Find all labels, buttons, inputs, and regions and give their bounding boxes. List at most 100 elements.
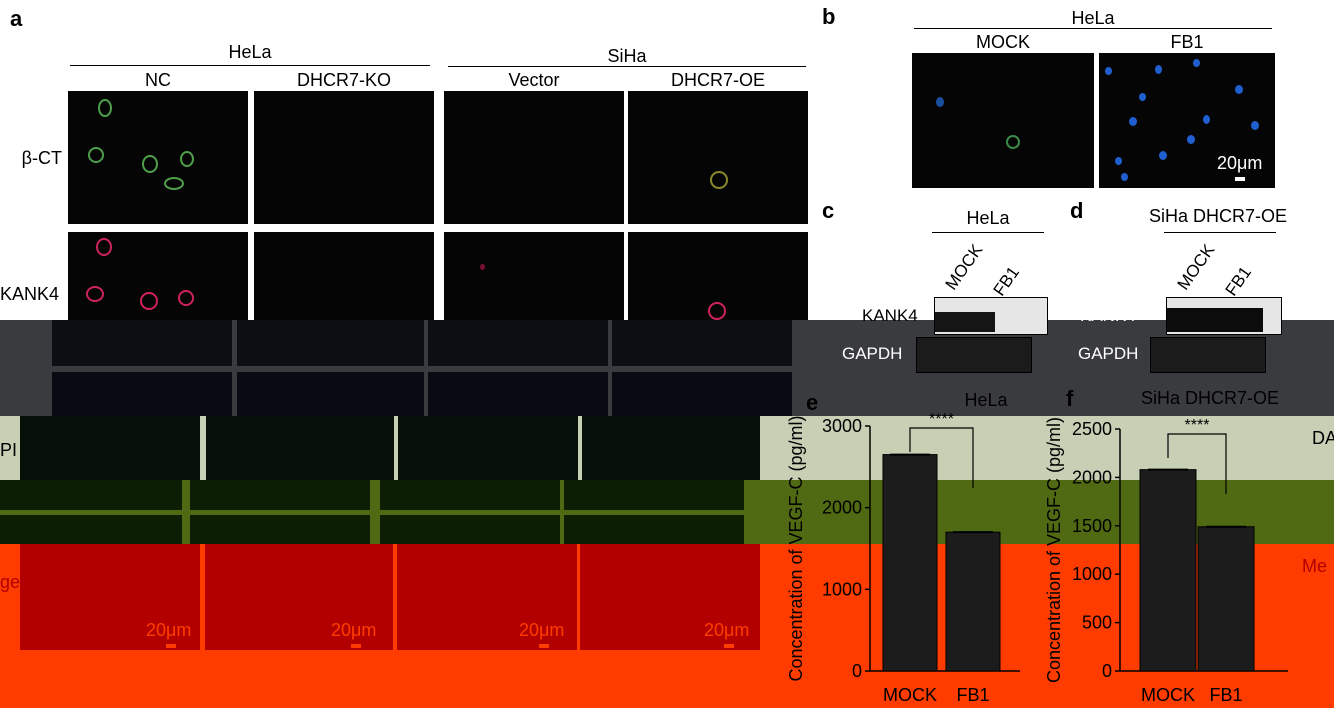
scale-bar-vector — [539, 644, 549, 648]
panel-b-column-fb1: FB1 — [1170, 32, 1204, 52]
chart-f-y-tick-label-2: 1000 — [1072, 564, 1112, 584]
chart-f-y-tick-label-0: 0 — [1102, 661, 1112, 681]
micrograph-dhcr7-oe-kank4-lower — [612, 320, 792, 366]
chart-e-bar-fb1 — [945, 531, 1001, 672]
panel-d-lane-mock: MOCK — [1173, 240, 1219, 294]
panel-b-letter: b — [822, 4, 836, 29]
micrograph-nc-dapi — [20, 416, 200, 480]
group-label-siha: SiHa — [607, 46, 647, 66]
chart-f-y-tick-label-1: 500 — [1082, 613, 1112, 633]
panel-f-letter: f — [1066, 386, 1074, 411]
micrograph-dhcr7-ko-kank4 — [254, 232, 434, 320]
micrograph-dhcr7-ko-dapi — [206, 416, 394, 480]
micrograph-nc-merge-mid — [0, 515, 182, 544]
panel-c-group-label: HeLa — [966, 208, 1010, 228]
micrograph-dhcr7-ko-merge-mid — [190, 515, 370, 544]
micrograph-dhcr7-oe-merge-mid — [564, 515, 744, 544]
scale-label-dhcr7-ko: 20μm — [331, 620, 377, 640]
blot-c-gapdh — [916, 337, 1032, 373]
chart-f-x-tick-label-mock: MOCK — [1141, 685, 1195, 705]
column-label-dhcr7-ko: DHCR7-KO — [296, 70, 391, 90]
micrograph-vector-merge-mid — [380, 515, 560, 544]
group-rule-siha — [448, 66, 806, 67]
micrograph-vector-kank4-lower — [428, 320, 608, 366]
micrograph-nc-beta-ct — [68, 91, 248, 224]
chart-e-x-tick-label-fb1: FB1 — [956, 685, 989, 705]
chart-e-y-tick-label-1: 1000 — [822, 579, 862, 599]
chart-f-svg: 0 500 1000 1500 2000 2500 MOCK FB1 **** SiHa DHCR… — [1044, 388, 1288, 705]
micrograph-dhcr7-ko-dapi-upper — [237, 372, 424, 416]
panel-e-letter: e — [806, 390, 819, 415]
micrograph-nc-merge: 20μm — [20, 544, 200, 650]
panel-c-letter: c — [822, 198, 835, 223]
panel-b-column-mock: MOCK — [976, 32, 1030, 52]
scale-label-dhcr7-oe: 20μm — [704, 620, 750, 640]
scale-bar-nc — [166, 644, 176, 648]
panel-d-group-rule — [1164, 232, 1276, 233]
micrograph-vector-merge: 20μm — [397, 544, 577, 650]
chart-f-significance-bracket — [1167, 433, 1227, 494]
column-label-vector: Vector — [508, 70, 560, 90]
micrograph-nc-kank4 — [68, 232, 248, 320]
panel-b-group-rule — [914, 28, 1272, 29]
micrograph-vector-kank4 — [444, 232, 624, 320]
chart-e-x-tick-label-mock: MOCK — [883, 685, 937, 705]
micrograph-dhcr7-oe-beta-ct — [628, 91, 808, 224]
chart-e-y-label: Concentration of VEGF-C (pg/ml) — [786, 415, 806, 681]
chart-f-x-tick-label-fb1: FB1 — [1209, 685, 1242, 705]
micrograph-dhcr7-oe-dapi — [582, 416, 760, 480]
scale-label-vector: 20μm — [519, 620, 565, 640]
panel-d-letter: d — [1070, 198, 1084, 223]
blot-c-label-kank4: KANK4 — [862, 306, 918, 325]
scale-bar-dhcr7-oe — [724, 644, 734, 648]
chart-f-y-tick-label-3: 1500 — [1072, 516, 1112, 536]
panel-c-group-rule — [932, 232, 1044, 233]
chart-e-y-tick-label-2: 2000 — [822, 498, 862, 518]
chart-f-bar-mock — [1139, 469, 1197, 672]
chart-f-y-label: Concentration of VEGF-C (pg/ml) — [1044, 417, 1064, 683]
micrograph-b-fb1: 20μm — [1099, 53, 1275, 188]
chart-e-significance-bracket — [909, 427, 974, 488]
chart-e-y-tick-label-0: 0 — [852, 661, 862, 681]
panel-a-letter: a — [10, 6, 23, 31]
row-label-beta-ct: β-CT — [21, 148, 62, 168]
micrograph-vector-dapi — [398, 416, 578, 480]
micrograph-nc-kank4-lower — [52, 320, 232, 366]
panel-c-lane-fb1: FB1 — [989, 262, 1024, 300]
right-edge-label-dapi: DA — [1312, 428, 1334, 448]
chart-e-title: HeLa — [964, 390, 1008, 410]
chart-f-y-tick-label-5: 2500 — [1072, 419, 1112, 439]
blot-d-kank4 — [1166, 297, 1282, 335]
blot-c-label-gapdh: GAPDH — [842, 344, 903, 363]
group-rule-hela — [70, 65, 430, 66]
micrograph-vector-merge-upper — [380, 480, 560, 510]
scale-label-nc: 20μm — [146, 620, 192, 640]
chart-f-y-tick-label-4: 2000 — [1072, 467, 1112, 487]
scale-label-b: 20μm — [1217, 153, 1263, 173]
panel-d-group-label: SiHa DHCR7-OE — [1148, 206, 1288, 226]
micrograph-dhcr7-oe-merge: 20μm — [580, 544, 760, 650]
scale-bar-dhcr7-ko — [351, 644, 361, 648]
chart-e-y-tick-label-3: 3000 — [822, 416, 862, 436]
micrograph-dhcr7-ko-merge-upper — [190, 480, 370, 510]
micrograph-b-mock — [912, 53, 1094, 188]
micrograph-nc-merge-upper — [0, 480, 182, 510]
blot-d-label-kank4: KANK4 — [1080, 306, 1136, 325]
chart-f-bar-fb1 — [1197, 526, 1255, 672]
micrograph-vector-beta-ct — [444, 91, 624, 224]
chart-f-significance-label: **** — [1185, 417, 1210, 434]
blot-d-gapdh — [1150, 337, 1266, 373]
panel-c-lane-mock: MOCK — [941, 240, 987, 294]
micrograph-vector-dapi-upper — [428, 372, 608, 416]
micrograph-dhcr7-oe-merge-upper — [564, 480, 744, 510]
panel-d-lane-fb1: FB1 — [1221, 262, 1256, 300]
blot-d-label-gapdh: GAPDH — [1078, 344, 1139, 363]
micrograph-dhcr7-oe-dapi-upper — [612, 372, 792, 416]
right-edge-label-merge: Me — [1302, 556, 1328, 576]
chart-e-svg: 0 1000 2000 3000 MOCK FB1 **** HeLa Concentratio… — [786, 390, 1020, 705]
micrograph-nc-dapi-upper — [52, 372, 232, 416]
micrograph-dhcr7-ko-kank4-lower — [237, 320, 424, 366]
column-label-nc: NC — [145, 70, 171, 90]
micrograph-dhcr7-oe-kank4 — [628, 232, 808, 320]
scale-bar-b — [1235, 177, 1245, 181]
